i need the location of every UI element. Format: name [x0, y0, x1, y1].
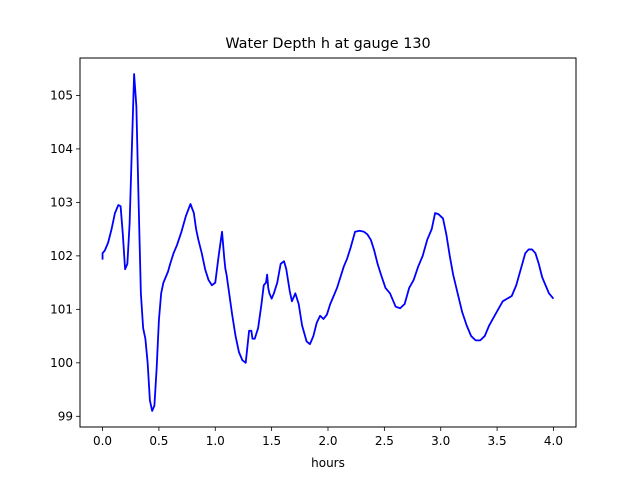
- x-tick-label: 3.5: [488, 434, 507, 448]
- x-tick-label: 2.5: [375, 434, 394, 448]
- y-tick-label: 100: [50, 356, 73, 370]
- y-tick-label: 99: [58, 409, 73, 423]
- y-tick-label: 103: [50, 195, 73, 209]
- y-tick-label: 105: [50, 88, 73, 102]
- y-tick-label: 104: [50, 142, 73, 156]
- x-tick-label: 0.5: [149, 434, 168, 448]
- x-tick-label: 0.0: [93, 434, 112, 448]
- x-tick-label: 1.5: [262, 434, 281, 448]
- y-tick-label: 102: [50, 249, 73, 263]
- plot-area: [79, 57, 577, 428]
- chart-title: Water Depth h at gauge 130: [225, 36, 430, 52]
- x-axis: 0.0 0.5 1.0 1.5 2.0 2.5 3.0 3.5 4.0: [93, 427, 563, 448]
- y-tick-label: 101: [50, 302, 73, 316]
- x-axis-label: hours: [311, 456, 345, 470]
- x-tick-label: 2.0: [318, 434, 337, 448]
- x-tick-label: 3.0: [431, 434, 450, 448]
- y-axis: 99 100 101 102 103 104 105: [50, 88, 80, 423]
- x-tick-label: 1.0: [206, 434, 225, 448]
- series-line: [101, 73, 555, 412]
- x-tick-label: 4.0: [544, 434, 563, 448]
- plot-frame: [79, 57, 577, 428]
